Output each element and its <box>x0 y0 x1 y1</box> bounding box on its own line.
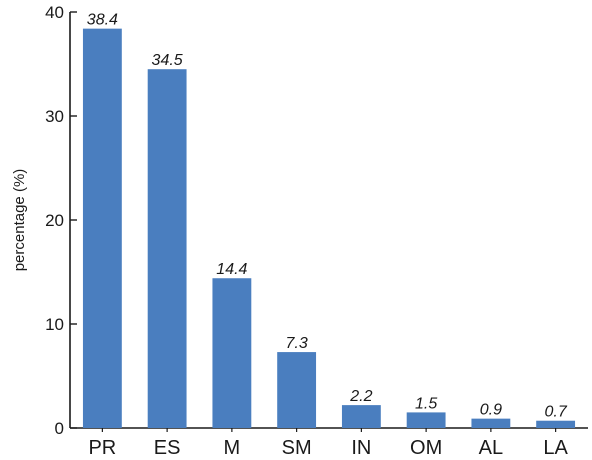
x-tick-label-pr: PR <box>88 437 116 459</box>
bar-pr <box>82 28 122 428</box>
y-tick-label: 30 <box>45 107 64 126</box>
x-tick-label-es: ES <box>154 437 181 459</box>
data-label-sm: 7.3 <box>286 335 308 352</box>
data-label-al: 0.9 <box>480 402 502 419</box>
data-label-om: 1.5 <box>415 395 437 412</box>
bar-m <box>212 278 252 428</box>
data-label-la: 0.7 <box>545 404 568 421</box>
data-label-es: 34.5 <box>152 52 183 69</box>
data-label-in: 2.2 <box>349 388 372 405</box>
data-labels-group: 38.4 34.5 14.4 7.3 2.2 1.5 0.9 0.7 <box>87 12 568 421</box>
bar-al <box>471 418 511 428</box>
y-tick-label: 20 <box>45 211 64 230</box>
x-tick-label-m: M <box>224 437 241 459</box>
bar-la <box>536 420 576 428</box>
x-tick-label-om: OM <box>410 437 442 459</box>
data-label-pr: 38.4 <box>87 12 118 29</box>
y-axis-ticks: 0 10 20 30 40 <box>45 3 77 438</box>
bar-sm <box>277 352 317 428</box>
x-tick-label-la: LA <box>543 437 568 459</box>
x-tick-label-in: IN <box>351 437 371 459</box>
bar-om <box>406 412 446 428</box>
data-label-m: 14.4 <box>216 261 247 278</box>
y-tick-label: 40 <box>45 3 64 22</box>
x-axis-ticks: PR ES M SM IN OM AL LA <box>88 428 569 459</box>
y-axis-title: percentage (%) <box>11 169 28 272</box>
bar-in <box>341 405 381 428</box>
x-tick-label-al: AL <box>479 437 503 459</box>
bar-es <box>147 69 187 428</box>
x-tick-label-sm: SM <box>282 437 312 459</box>
y-tick-label: 10 <box>45 315 64 334</box>
y-tick-label: 0 <box>55 419 64 438</box>
bars-group <box>82 28 576 428</box>
